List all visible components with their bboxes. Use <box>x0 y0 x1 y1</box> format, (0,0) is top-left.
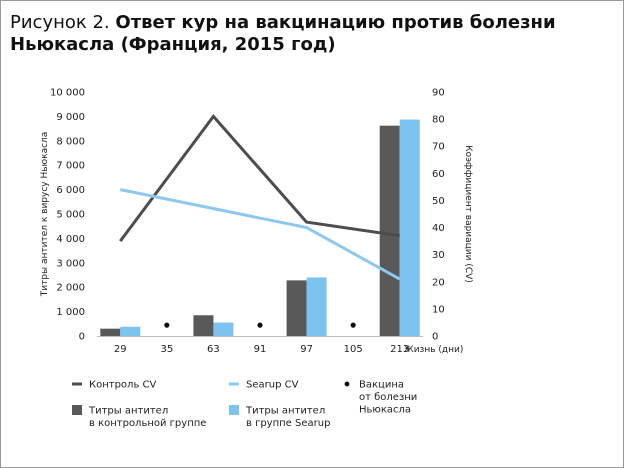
legend-dot-swatch <box>344 381 350 387</box>
vaccine-marker <box>164 322 170 328</box>
bar <box>120 326 141 336</box>
figure-title: Рисунок 2. Ответ кур на вакцинацию проти… <box>10 12 610 56</box>
x-tick-label: 91 <box>254 344 267 355</box>
y-tick-label: 1 000 <box>56 307 85 318</box>
y-right-tick-label: 90 <box>432 88 445 99</box>
series-line <box>119 188 401 281</box>
legend-square-swatch <box>229 405 239 415</box>
legend-label: Титры антител <box>245 406 325 417</box>
y-tick-label: 4 000 <box>56 234 85 245</box>
legend-label: Титры антител <box>88 406 168 417</box>
plot-area: 0 1 000 2 000 3 000 4 000 5 000 6 000 7 000 8 00… <box>40 88 473 356</box>
legend-label: от болезни <box>359 392 417 403</box>
vaccine-marker <box>257 322 263 328</box>
y-right-tick-label: 50 <box>432 196 445 207</box>
y-right-tick-label: 70 <box>432 142 445 153</box>
y-right-tick-label: 80 <box>432 115 445 126</box>
legend-label: Контроль CV <box>89 380 156 391</box>
legend-label: Ньюкасла <box>359 405 411 416</box>
x-axis-label: Жизнь (дни) <box>404 345 463 355</box>
figure-number: Рисунок 2. <box>10 12 110 33</box>
x-tick-label: 213 <box>390 344 409 355</box>
x-tick-label: 105 <box>344 344 363 355</box>
bar <box>213 322 234 336</box>
x-tick-label: 63 <box>207 344 220 355</box>
y-tick-label: 7 000 <box>56 161 85 172</box>
bar <box>379 125 400 336</box>
legend-label: Searup CV <box>246 380 299 391</box>
y-tick-label: 2 000 <box>56 283 85 294</box>
y-right-tick-label: 0 <box>432 332 438 343</box>
y-tick-label: 8 000 <box>56 136 85 147</box>
y-right-tick-label: 10 <box>432 304 445 315</box>
y-tick-label: 9 000 <box>56 112 85 123</box>
y-tick-label: 5 000 <box>56 210 85 221</box>
series-line <box>119 114 400 243</box>
x-tick-label: 97 <box>300 344 313 355</box>
bar <box>193 315 214 336</box>
y-right-axis-label: Коэффициент вариации (CV) <box>463 145 473 283</box>
legend-square-swatch <box>72 405 82 415</box>
y-tick-label: 10 000 <box>50 88 85 99</box>
x-tick-label: 29 <box>114 344 127 355</box>
bar <box>100 328 121 336</box>
y-right-tick-label: 40 <box>432 223 445 234</box>
y-axis-label: Титры антител к вирусу Ньюкасла <box>40 132 50 298</box>
vaccine-marker <box>350 322 356 328</box>
y-right-tick-label: 30 <box>432 250 445 261</box>
legend-label: в группе Searup <box>246 418 330 429</box>
y-tick-label: 0 <box>79 332 85 343</box>
bar <box>399 119 420 337</box>
y-right-tick-label: 60 <box>432 169 445 180</box>
legend-label: в контрольной группе <box>89 418 206 429</box>
y-tick-label: 3 000 <box>56 258 85 269</box>
y-tick-label: 6 000 <box>56 185 85 196</box>
bar <box>306 277 327 336</box>
figure-caption: Ответ кур на вакцинацию против болезни Н… <box>10 12 556 55</box>
x-tick-label: 35 <box>160 344 173 355</box>
y-right-tick-label: 20 <box>432 277 445 288</box>
legend-label: Вакцина <box>359 380 404 391</box>
bar <box>286 280 307 336</box>
